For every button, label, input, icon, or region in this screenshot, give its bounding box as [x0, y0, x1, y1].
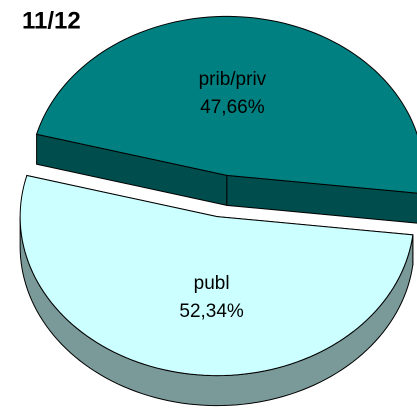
slice-label: prib/priv: [199, 69, 267, 90]
slice-label: publ: [194, 273, 230, 294]
slice: [19, 174, 414, 377]
value-label: 47,66%: [200, 97, 265, 118]
slice: [35, 15, 417, 194]
chart-title: 11/12: [22, 7, 81, 34]
value-label: 52,34%: [179, 301, 244, 322]
